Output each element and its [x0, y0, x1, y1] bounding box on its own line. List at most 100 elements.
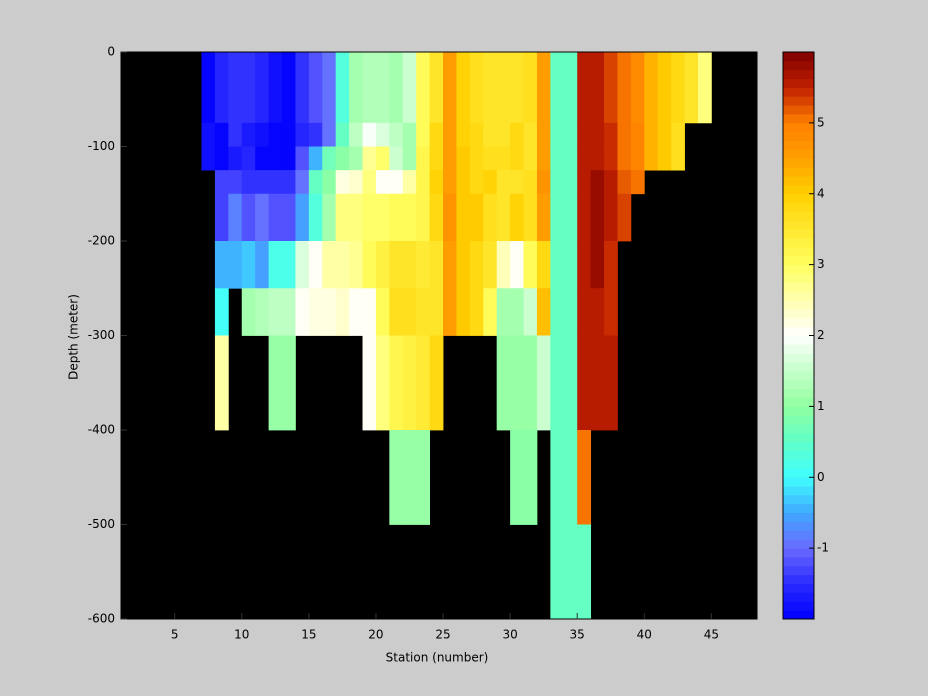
- colorbar-swatch: [783, 353, 814, 363]
- heat-cell: [322, 146, 337, 171]
- heat-cell: [469, 122, 484, 147]
- colorbar-swatch: [783, 96, 814, 106]
- x-tick-label: 15: [301, 628, 316, 642]
- colorbar-swatch: [783, 184, 814, 195]
- heat-cell: [536, 335, 551, 431]
- heat-cell: [241, 193, 256, 242]
- heat-cell: [228, 146, 243, 171]
- heat-cell: [214, 52, 229, 124]
- colorbar-swatch: [783, 468, 814, 478]
- heat-cell: [335, 241, 350, 289]
- heat-cell: [483, 170, 498, 195]
- heat-cell: [577, 335, 592, 431]
- heat-cell: [510, 193, 524, 242]
- heat-cell: [483, 146, 498, 171]
- heat-cell: [443, 193, 457, 242]
- heat-cell: [322, 122, 337, 147]
- colorbar-swatch: [783, 202, 814, 212]
- heat-cell: [550, 193, 565, 242]
- colorbar-swatch: [783, 158, 814, 168]
- heat-cell: [375, 335, 390, 431]
- heat-cell: [590, 52, 605, 124]
- heat-cell: [536, 146, 551, 171]
- heat-cell: [456, 52, 471, 124]
- colorbar-swatch: [783, 69, 814, 79]
- heat-cell: [308, 52, 323, 124]
- heat-cell: [416, 241, 431, 289]
- heat-cell: [523, 52, 538, 124]
- heat-cell: [563, 170, 578, 195]
- heat-cell: [496, 241, 511, 289]
- heat-cell: [563, 146, 578, 171]
- heat-cell: [268, 170, 283, 195]
- colorbar-tick-label: 3: [817, 257, 825, 271]
- heat-cell: [550, 146, 565, 171]
- colorbar-swatch: [783, 592, 814, 602]
- heat-cell: [590, 241, 605, 289]
- heat-cell: [563, 193, 578, 242]
- colorbar-swatch: [783, 211, 814, 221]
- heat-cell: [496, 146, 511, 171]
- heat-cell: [590, 170, 605, 195]
- heat-cell: [510, 170, 524, 195]
- y-tick-label: -400: [88, 423, 115, 437]
- heat-cell: [483, 193, 498, 242]
- heat-cell: [510, 335, 524, 431]
- colorbar-swatch: [783, 78, 814, 88]
- heat-cell: [308, 170, 323, 195]
- heat-cell: [536, 241, 551, 289]
- heat-cell: [496, 193, 511, 242]
- heat-cell: [630, 170, 645, 195]
- heat-cell: [295, 193, 310, 242]
- heat-cell: [308, 122, 323, 147]
- heat-cell: [389, 146, 404, 171]
- colorbar-swatch: [783, 521, 814, 531]
- heat-cell: [255, 170, 269, 195]
- colorbar-swatch: [783, 370, 814, 381]
- heat-cell: [201, 122, 216, 147]
- heat-cell: [671, 146, 685, 171]
- heat-cell: [523, 170, 538, 195]
- heat-cell: [268, 241, 283, 289]
- x-tick-label: 5: [171, 628, 179, 642]
- colorbar-swatch: [783, 530, 814, 540]
- colorbar-swatch: [783, 574, 814, 584]
- heat-cell: [362, 170, 377, 195]
- heat-cell: [483, 241, 498, 289]
- y-tick-label: -500: [88, 517, 115, 531]
- heat-cell: [308, 288, 323, 336]
- colorbar-swatch: [783, 335, 814, 345]
- heat-cell: [604, 146, 618, 171]
- colorbar-swatch: [783, 565, 814, 576]
- heat-cell: [550, 170, 565, 195]
- colorbar-swatch: [783, 282, 814, 292]
- heat-cell: [523, 146, 538, 171]
- heat-cell: [375, 170, 390, 195]
- colorbar-swatch: [783, 432, 814, 443]
- colorbar-swatch: [783, 326, 814, 336]
- heat-cell: [241, 52, 256, 124]
- heat-cell: [443, 146, 457, 171]
- y-tick-label: -600: [88, 612, 115, 626]
- heat-cell: [416, 122, 431, 147]
- heat-cell: [577, 288, 592, 336]
- heat-cell: [523, 193, 538, 242]
- heat-cell: [349, 241, 363, 289]
- heat-cell: [644, 122, 659, 147]
- heat-cell: [375, 52, 390, 124]
- heat-cell: [563, 122, 578, 147]
- colorbar-swatch: [783, 494, 814, 505]
- colorbar-swatch: [783, 176, 814, 186]
- heat-cell: [563, 241, 578, 289]
- heat-cell: [483, 122, 498, 147]
- colorbar-swatch: [783, 52, 814, 62]
- heat-cell: [389, 122, 404, 147]
- colorbar-swatch: [783, 539, 814, 549]
- heat-cell: [268, 288, 283, 336]
- heat-cell: [590, 122, 605, 147]
- heat-cell: [241, 146, 256, 171]
- y-tick-label: -300: [88, 328, 115, 342]
- heat-cell: [349, 146, 363, 171]
- heat-cell: [255, 241, 269, 289]
